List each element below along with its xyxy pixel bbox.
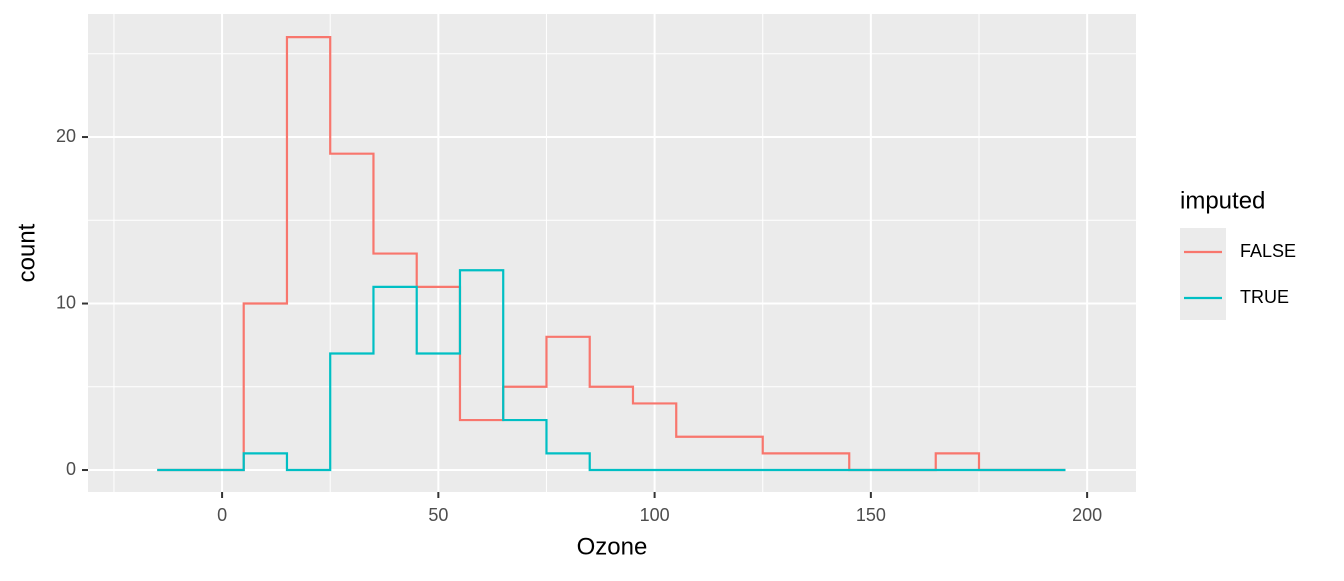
panel [88, 14, 1136, 492]
x-axis-title: Ozone [577, 533, 648, 560]
x-tick-label: 150 [856, 505, 886, 525]
step-line [157, 269, 1066, 472]
y-tick-label: 0 [66, 459, 76, 479]
y-tick-label: 20 [56, 126, 76, 146]
x-tick-label: 0 [217, 505, 227, 525]
legend-label: TRUE [1240, 287, 1289, 307]
y-tick-label: 10 [56, 292, 76, 312]
x-tick-label: 100 [640, 505, 670, 525]
legend-background [1180, 228, 1226, 320]
legend-label: FALSE [1240, 241, 1296, 261]
legend-title: imputed [1180, 187, 1265, 214]
x-tick-label: 50 [428, 505, 448, 525]
y-axis-title: count [13, 223, 40, 282]
x-tick-label: 200 [1072, 505, 1102, 525]
